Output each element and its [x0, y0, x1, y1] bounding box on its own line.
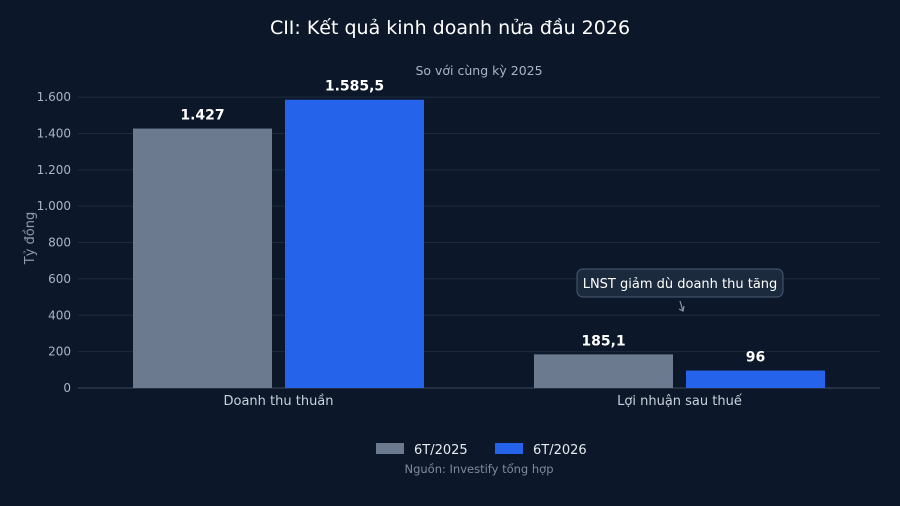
data-label: 1.427 — [180, 108, 224, 124]
bar-6T/2025-Doanh thu thuần — [133, 128, 272, 388]
bar-6T/2026-Lợi nhuận sau thuế — [686, 370, 825, 388]
y-tick-label: 1.000 — [37, 199, 71, 213]
y-tick-label: 1.400 — [37, 126, 71, 140]
y-tick-label: 0 — [63, 381, 71, 395]
x-axis-categories: Doanh thu thuần Lợi nhuận sau thuế — [223, 394, 741, 409]
annotation-arrow — [679, 300, 684, 312]
legend-label: 6T/2025 — [414, 443, 468, 458]
x-category-label: Lợi nhuận sau thuế — [617, 394, 742, 409]
x-category-label: Doanh thu thuần — [223, 394, 333, 409]
data-label: 1.585,5 — [325, 79, 384, 95]
data-label: 185,1 — [581, 333, 625, 349]
annotation-arrowhead — [678, 305, 685, 312]
annotation-text: LNST giảm dù doanh thu tăng — [583, 277, 778, 292]
legend-swatch — [376, 443, 404, 454]
bar-6T/2026-Doanh thu thuần — [285, 99, 424, 389]
bar-6T/2025-Lợi nhuận sau thuế — [534, 354, 673, 388]
y-tick-label: 1.200 — [37, 163, 71, 177]
annotation-box — [576, 268, 784, 298]
annotation: LNST giảm dù doanh thu tăng — [576, 268, 784, 312]
y-axis-ticks: 0 200 400 600 800 1.000 1.200 1.400 1.600 — [37, 90, 71, 395]
y-axis-label: Tỷ đồng — [23, 212, 38, 265]
source-note: Nguồn: Investify tổng hợp — [404, 462, 553, 476]
data-labels: 1.427 1.585,5 185,1 96 — [180, 79, 765, 366]
y-tick-label: 1.600 — [37, 90, 71, 104]
y-tick-label: 400 — [48, 308, 71, 322]
bars — [133, 99, 825, 389]
chart-title: CII: Kết quả kinh doanh nửa đầu 2026 — [270, 17, 630, 39]
legend: 6T/2025 6T/2026 — [376, 443, 587, 458]
legend-label: 6T/2026 — [533, 443, 587, 458]
legend-swatch — [495, 443, 523, 454]
y-tick-label: 600 — [48, 272, 71, 286]
y-tick-label: 200 — [48, 345, 71, 359]
y-tick-label: 800 — [48, 236, 71, 250]
chart-subtitle: So với cùng kỳ 2025 — [415, 63, 542, 78]
data-label: 96 — [746, 350, 765, 366]
